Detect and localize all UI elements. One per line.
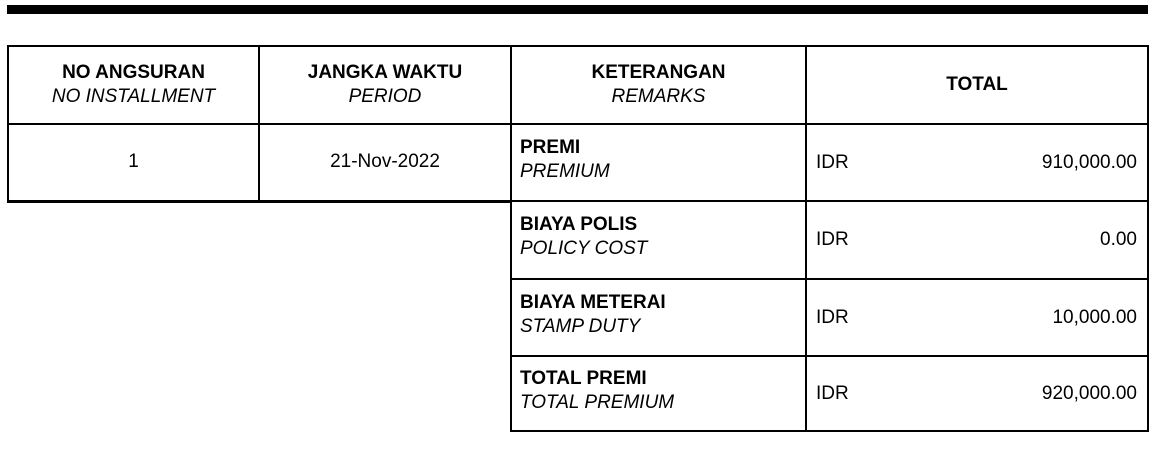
currency-code: IDR — [816, 151, 849, 173]
header-no-angsuran-id: NO ANGSURAN — [62, 62, 205, 83]
header-keterangan-id: KETERANGAN — [591, 62, 726, 83]
remarks-label-id: PREMI — [520, 136, 581, 158]
currency-code: IDR — [816, 306, 849, 328]
table-header-row: NO ANGSURAN NO INSTALLMENT JANGKA WAKTU … — [7, 45, 512, 125]
amount-value: 910,000.00 — [1041, 151, 1137, 173]
cell-amount: IDR 10,000.00 — [805, 278, 1149, 357]
cell-remarks: BIAYA METERAI STAMP DUTY — [510, 278, 807, 357]
remarks-label-en: PREMIUM — [520, 160, 610, 182]
cell-amount: IDR 0.00 — [805, 200, 1149, 280]
table-row-total-premi: TOTAL PREMI TOTAL PREMIUM IDR 920,000.00 — [510, 355, 1149, 432]
header-jangka-waktu-en: PERIOD — [348, 86, 422, 107]
header-total: TOTAL — [805, 45, 1149, 125]
cell-amount: IDR 920,000.00 — [805, 355, 1149, 432]
installment-table-left: NO ANGSURAN NO INSTALLMENT JANGKA WAKTU … — [7, 45, 512, 203]
currency-code: IDR — [816, 229, 849, 250]
remarks-label-id: BIAYA METERAI — [520, 291, 666, 313]
installment-table-right: KETERANGAN REMARKS TOTAL PREMI PREMIUM I… — [510, 45, 1149, 432]
header-no-angsuran: NO ANGSURAN NO INSTALLMENT — [7, 45, 260, 125]
table-row-biaya-meterai: BIAYA METERAI STAMP DUTY IDR 10,000.00 — [510, 278, 1149, 357]
currency-code: IDR — [816, 382, 849, 404]
header-keterangan-en: REMARKS — [611, 86, 706, 107]
table-row-premi: PREMI PREMIUM IDR 910,000.00 — [510, 123, 1149, 202]
cell-remarks: PREMI PREMIUM — [510, 123, 807, 202]
remarks-label-id: BIAYA POLIS — [520, 214, 638, 235]
remarks-label-en: TOTAL PREMIUM — [520, 391, 675, 413]
header-no-angsuran-en: NO INSTALLMENT — [51, 86, 216, 107]
header-total-label: TOTAL — [946, 74, 1008, 95]
remarks-label-en: POLICY COST — [520, 238, 648, 259]
header-jangka-waktu-id: JANGKA WAKTU — [307, 62, 463, 83]
amount-value: 10,000.00 — [1052, 306, 1137, 328]
cell-remarks: BIAYA POLIS POLICY COST — [510, 200, 807, 280]
cell-remarks: TOTAL PREMI TOTAL PREMIUM — [510, 355, 807, 432]
header-keterangan: KETERANGAN REMARKS — [510, 45, 807, 125]
amount-value: 0.00 — [1100, 229, 1137, 250]
table-header-row: KETERANGAN REMARKS TOTAL — [510, 45, 1149, 125]
remarks-label-id: TOTAL PREMI — [520, 367, 647, 389]
cell-installment-no: 1 — [7, 123, 260, 203]
cell-amount: IDR 910,000.00 — [805, 123, 1149, 202]
table-row: 1 21-Nov-2022 — [7, 123, 512, 203]
table-row-biaya-polis: BIAYA POLIS POLICY COST IDR 0.00 — [510, 200, 1149, 280]
amount-value: 920,000.00 — [1041, 382, 1137, 404]
cell-period: 21-Nov-2022 — [258, 123, 512, 203]
header-jangka-waktu: JANGKA WAKTU PERIOD — [258, 45, 512, 125]
remarks-label-en: STAMP DUTY — [520, 315, 641, 337]
top-rule-divider — [7, 5, 1148, 14]
